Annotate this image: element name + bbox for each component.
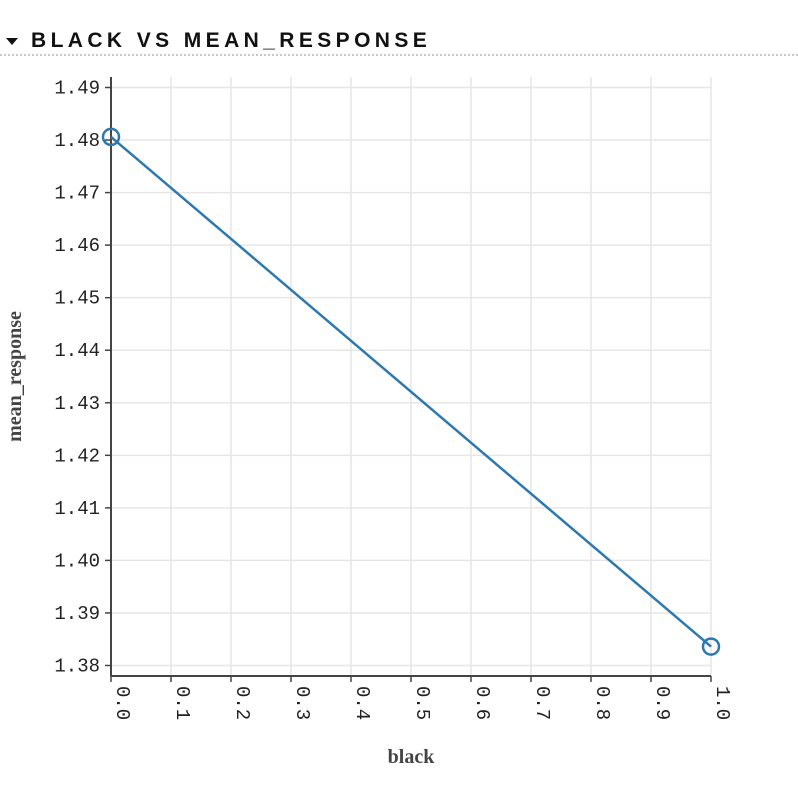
y-tick-label: 1.40 [54, 550, 100, 572]
data-point [701, 637, 721, 656]
y-axis-title: mean_response [4, 311, 26, 442]
y-tick-label: 1.41 [54, 498, 100, 520]
x-tick-label: 0.7 [531, 686, 553, 720]
chart-series [101, 127, 721, 656]
y-axis-ticks: 1.38 1.39 1.40 1.41 1.42 1.43 1.44 1.45 1.46 1.47… [54, 78, 111, 677]
x-tick-label: 1.0 [711, 686, 733, 720]
x-axis-ticks: 0.0 0.1 0.2 0.3 0.4 0.5 0.6 0.7 0.8 0.9 1.0 [110, 676, 733, 720]
y-tick-label: 1.38 [54, 655, 100, 677]
y-tick-label: 1.43 [54, 393, 100, 415]
series-line [110, 135, 712, 648]
x-tick-label: 0.9 [651, 686, 673, 720]
x-tick-label: 0.8 [591, 686, 613, 720]
y-tick-label: 1.46 [54, 235, 100, 257]
y-tick-label: 1.39 [54, 603, 100, 625]
x-tick-label: 0.0 [111, 686, 133, 720]
y-tick-label: 1.45 [54, 288, 100, 310]
x-axis-title: black [388, 746, 436, 768]
x-tick-label: 0.6 [471, 686, 493, 720]
x-tick-label: 0.1 [171, 686, 193, 720]
section-title: BLACK VS MEAN_RESPONSE [31, 29, 432, 52]
x-tick-label: 0.3 [291, 686, 313, 720]
x-tick-label: 0.2 [231, 686, 253, 720]
caret-down-icon[interactable] [6, 38, 18, 45]
y-tick-label: 1.42 [54, 445, 100, 467]
y-tick-label: 1.48 [54, 130, 100, 152]
y-tick-label: 1.44 [54, 340, 100, 362]
y-tick-label: 1.49 [54, 78, 100, 100]
x-tick-label: 0.5 [411, 686, 433, 720]
x-tick-label: 0.4 [351, 686, 373, 720]
y-tick-label: 1.47 [54, 183, 100, 205]
data-point [101, 127, 121, 147]
chart-grid [110, 77, 712, 676]
section-header: BLACK VS MEAN_RESPONSE [0, 0, 798, 56]
